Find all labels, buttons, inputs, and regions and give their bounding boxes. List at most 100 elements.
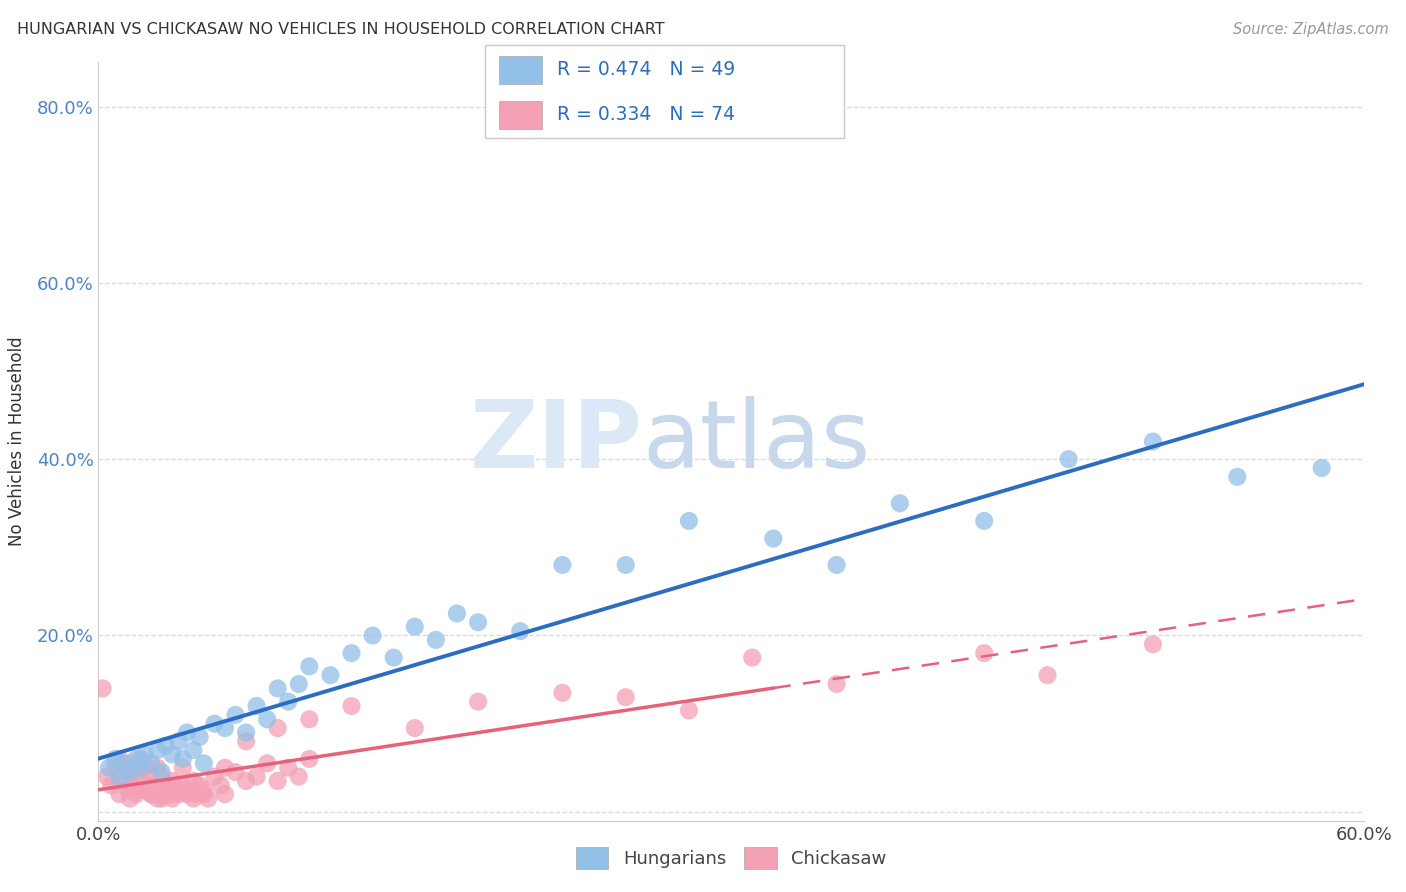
- Point: [193, 782, 215, 797]
- Point: [382, 650, 405, 665]
- Point: [172, 761, 194, 775]
- Point: [150, 770, 173, 784]
- Point: [96, 770, 118, 784]
- Point: [204, 716, 226, 731]
- Point: [1142, 434, 1164, 449]
- Point: [112, 770, 135, 784]
- Text: HUNGARIAN VS CHICKASAW NO VEHICLES IN HOUSEHOLD CORRELATION CHART: HUNGARIAN VS CHICKASAW NO VEHICLES IN HO…: [17, 22, 665, 37]
- Point: [129, 782, 152, 797]
- Text: Source: ZipAtlas.com: Source: ZipAtlas.com: [1233, 22, 1389, 37]
- Point: [141, 770, 163, 784]
- Point: [120, 756, 141, 771]
- Point: [467, 695, 489, 709]
- Point: [614, 558, 637, 572]
- Point: [1226, 470, 1249, 484]
- Point: [141, 756, 163, 771]
- Y-axis label: No Vehicles in Household: No Vehicles in Household: [7, 336, 25, 547]
- Point: [183, 774, 205, 789]
- Point: [157, 778, 180, 792]
- Point: [1036, 668, 1059, 682]
- Point: [1142, 637, 1164, 651]
- Text: R = 0.334   N = 74: R = 0.334 N = 74: [557, 105, 735, 124]
- Point: [193, 756, 215, 771]
- Point: [267, 721, 290, 735]
- Text: R = 0.474   N = 49: R = 0.474 N = 49: [557, 61, 735, 79]
- Point: [287, 770, 309, 784]
- Point: [425, 632, 447, 647]
- Point: [204, 770, 226, 784]
- Point: [98, 761, 121, 775]
- Point: [225, 707, 247, 722]
- Point: [162, 791, 183, 805]
- Point: [163, 782, 186, 797]
- Point: [762, 532, 785, 546]
- Point: [112, 756, 135, 771]
- Point: [509, 624, 531, 639]
- Point: [167, 787, 190, 801]
- Point: [214, 721, 236, 735]
- Point: [197, 791, 219, 805]
- Point: [614, 690, 637, 705]
- Point: [467, 615, 489, 630]
- Point: [129, 761, 152, 775]
- Point: [104, 752, 127, 766]
- Point: [150, 791, 173, 805]
- Point: [150, 787, 173, 801]
- Point: [193, 787, 215, 801]
- Point: [287, 677, 309, 691]
- Point: [167, 734, 190, 748]
- Point: [235, 725, 257, 739]
- Point: [678, 703, 700, 717]
- Point: [188, 778, 211, 792]
- Point: [134, 761, 156, 775]
- Point: [162, 774, 183, 789]
- Point: [104, 761, 127, 775]
- Point: [176, 725, 198, 739]
- Point: [340, 646, 363, 660]
- Point: [1310, 461, 1333, 475]
- Point: [319, 668, 342, 682]
- Point: [108, 770, 131, 784]
- Point: [340, 699, 363, 714]
- Point: [825, 558, 848, 572]
- Point: [404, 721, 426, 735]
- Point: [973, 514, 995, 528]
- Point: [172, 752, 194, 766]
- Point: [188, 730, 211, 744]
- Point: [246, 770, 269, 784]
- Point: [91, 681, 114, 696]
- Point: [141, 787, 163, 801]
- Point: [214, 787, 236, 801]
- Point: [141, 787, 163, 801]
- Text: atlas: atlas: [643, 395, 870, 488]
- Point: [741, 650, 763, 665]
- Point: [267, 681, 290, 696]
- Point: [134, 747, 156, 762]
- Legend: Hungarians, Chickasaw: Hungarians, Chickasaw: [568, 839, 894, 876]
- Point: [183, 743, 205, 757]
- Point: [551, 686, 574, 700]
- Point: [125, 765, 148, 780]
- Point: [120, 791, 141, 805]
- Point: [172, 778, 194, 792]
- Point: [146, 761, 169, 775]
- Point: [235, 734, 257, 748]
- Point: [142, 778, 165, 792]
- Point: [256, 712, 278, 726]
- Point: [162, 787, 183, 801]
- Point: [209, 778, 232, 792]
- Point: [155, 782, 177, 797]
- Point: [277, 695, 299, 709]
- Point: [446, 607, 468, 621]
- Point: [1057, 452, 1080, 467]
- Text: ZIP: ZIP: [470, 395, 643, 488]
- Point: [235, 774, 257, 789]
- Point: [121, 778, 143, 792]
- Point: [134, 782, 156, 797]
- Point: [551, 558, 574, 572]
- Point: [176, 787, 198, 801]
- Point: [404, 620, 426, 634]
- Point: [678, 514, 700, 528]
- Point: [256, 756, 278, 771]
- Point: [225, 765, 247, 780]
